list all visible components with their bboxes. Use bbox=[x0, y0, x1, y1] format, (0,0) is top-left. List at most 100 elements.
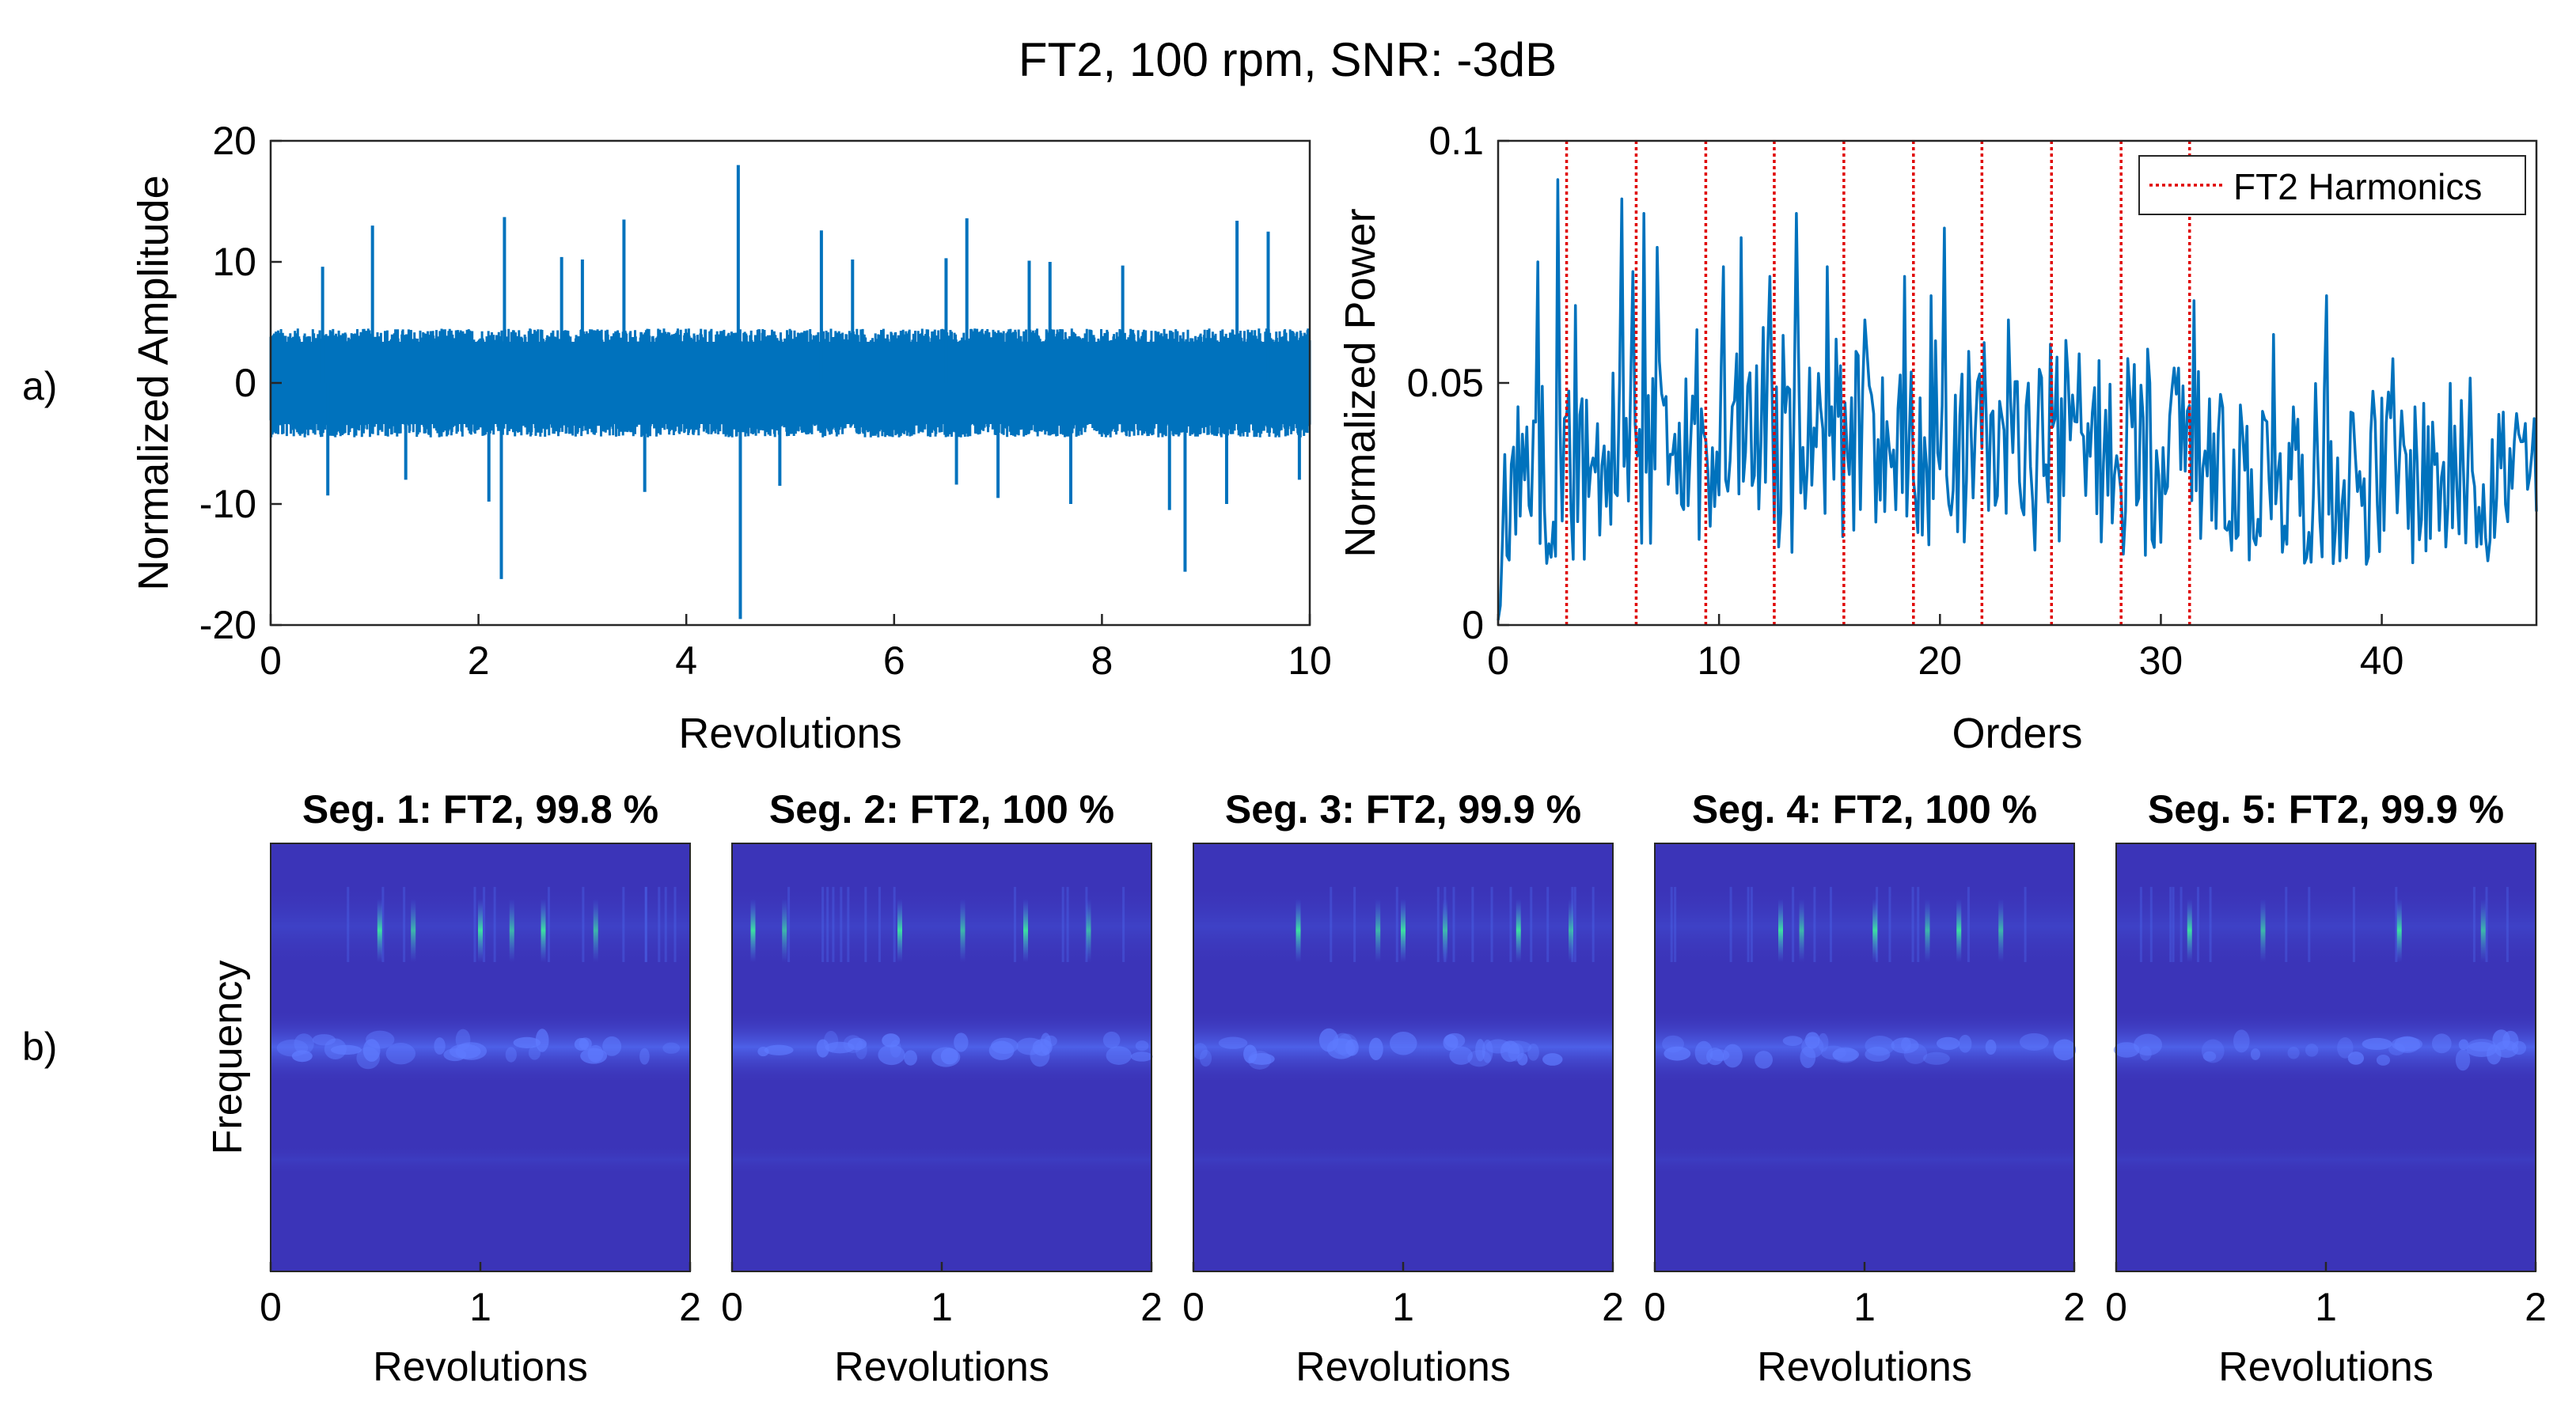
x-tick-label: 0 bbox=[1487, 638, 1509, 683]
energy-blob bbox=[2305, 1044, 2319, 1057]
energy-blob bbox=[2347, 1051, 2365, 1065]
faint-streak bbox=[878, 887, 881, 962]
faint-streak bbox=[826, 887, 829, 962]
x-tick-label: 1 bbox=[1853, 1285, 1876, 1329]
energy-blob bbox=[385, 1042, 416, 1065]
segment-title: Seg. 5: FT2, 99.9 % bbox=[2148, 787, 2504, 832]
faint-streak bbox=[658, 887, 661, 962]
x-tick-label: 0 bbox=[2105, 1285, 2127, 1329]
upper-frequency-band bbox=[732, 883, 1151, 970]
faint-streak bbox=[347, 887, 350, 962]
energy-blob bbox=[825, 1041, 855, 1054]
faint-streak bbox=[1530, 887, 1533, 962]
faint-streak bbox=[1546, 887, 1550, 962]
energy-blob bbox=[990, 1037, 1019, 1055]
faint-streak bbox=[2395, 887, 2398, 962]
y-tick-label: 0 bbox=[1462, 603, 1484, 647]
energy-blob bbox=[1106, 1046, 1132, 1065]
x-tick-label: 30 bbox=[2139, 638, 2183, 683]
faint-streak bbox=[493, 887, 496, 962]
y-tick-label: 10 bbox=[212, 240, 256, 284]
energy-blob bbox=[1130, 1051, 1153, 1062]
faint-streak bbox=[1729, 887, 1732, 962]
spectrogram-peak bbox=[1375, 899, 1381, 962]
energy-blob bbox=[294, 1033, 314, 1055]
energy-blob bbox=[2458, 1039, 2469, 1051]
faint-streak bbox=[547, 887, 550, 962]
lower-frequency-band bbox=[732, 1010, 1151, 1085]
spectrogram-seg-2: Seg. 2: FT2, 100 % 0 1 2 Revolutions bbox=[721, 787, 1163, 1390]
upper-frequency-band bbox=[2116, 883, 2536, 970]
faint-streak bbox=[1967, 887, 1970, 962]
faint-streak bbox=[2180, 887, 2183, 962]
faint-streak bbox=[2172, 887, 2175, 962]
faint-streak bbox=[847, 887, 850, 962]
figure-title: FT2, 100 rpm, SNR: -3dB bbox=[1019, 33, 1557, 86]
time-signal-chart: 0 2 4 6 8 10 -20 -10 0 10 20 Revolutions Normalized … bbox=[130, 119, 1332, 757]
spectrogram-peak bbox=[750, 899, 756, 962]
energy-blob bbox=[434, 1037, 446, 1055]
energy-blob bbox=[2391, 1036, 2423, 1051]
y-tick-label: -10 bbox=[199, 482, 256, 526]
faint-streak bbox=[2169, 887, 2172, 962]
spectrogram-peak bbox=[1296, 899, 1301, 962]
order-spectrum-chart: 0 10 20 30 40 0 0.05 0.1 Orders Normalized Power F… bbox=[1337, 119, 2538, 757]
spectrogram-peak bbox=[1023, 899, 1028, 962]
y-axis-label: Normalized Power bbox=[1337, 208, 1384, 557]
spectrogram-peak bbox=[1086, 899, 1091, 962]
y-tick-label: 0 bbox=[234, 361, 256, 405]
x-tick-label: 0 bbox=[1644, 1285, 1666, 1329]
faint-streak bbox=[2196, 887, 2199, 962]
spectrogram-peak bbox=[509, 899, 514, 962]
faint-streak bbox=[381, 887, 385, 962]
energy-blob bbox=[1517, 1052, 1528, 1066]
x-tick-label: 10 bbox=[1288, 638, 1332, 683]
energy-blob bbox=[1485, 1039, 1511, 1054]
x-tick-label: 2 bbox=[2525, 1285, 2547, 1329]
x-tick-label: 2 bbox=[679, 1285, 701, 1329]
spectrogram-seg-4: Seg. 4: FT2, 100 % 0 1 2 Revolutions bbox=[1644, 787, 2085, 1390]
faint-streak bbox=[483, 887, 486, 962]
faint-streak bbox=[2024, 887, 2027, 962]
x-axis-label: Revolutions bbox=[1757, 1344, 1972, 1390]
x-tick-label: 1 bbox=[2315, 1285, 2337, 1329]
spectrogram-peak bbox=[1401, 899, 1406, 962]
x-tick-label: 1 bbox=[469, 1285, 491, 1329]
legend: FT2 Harmonics bbox=[2138, 155, 2526, 215]
x-axis-label: Revolutions bbox=[678, 710, 901, 757]
energy-blob bbox=[1865, 1036, 1895, 1056]
energy-blob bbox=[1199, 1049, 1212, 1067]
energy-blob bbox=[1449, 1046, 1473, 1065]
energy-blob bbox=[1218, 1036, 1248, 1049]
faint-band bbox=[2116, 1144, 2536, 1176]
energy-blob bbox=[2287, 1047, 2300, 1059]
spectrogram-peak bbox=[782, 899, 787, 962]
faint-streak bbox=[1592, 887, 1595, 962]
faint-streak bbox=[1674, 887, 1677, 962]
faint-streak bbox=[673, 887, 677, 962]
faint-streak bbox=[787, 887, 791, 962]
faint-streak bbox=[1471, 887, 1474, 962]
faint-streak bbox=[2472, 887, 2475, 962]
faint-streak bbox=[2149, 887, 2153, 962]
x-tick-label: 6 bbox=[883, 638, 905, 683]
faint-streak bbox=[1061, 887, 1064, 962]
faint-streak bbox=[473, 887, 476, 962]
energy-blob bbox=[1705, 1048, 1724, 1066]
energy-blob bbox=[366, 1030, 395, 1049]
segment-title: Seg. 2: FT2, 100 % bbox=[769, 787, 1114, 832]
segment-title: Seg. 4: FT2, 100 % bbox=[1692, 787, 2037, 832]
energy-blob bbox=[1040, 1032, 1052, 1055]
faint-streak bbox=[1911, 887, 1914, 962]
energy-blob bbox=[1481, 1039, 1493, 1063]
energy-blob bbox=[1102, 1031, 1121, 1049]
energy-blob bbox=[1368, 1037, 1383, 1061]
energy-blob bbox=[1755, 1051, 1774, 1069]
energy-blob bbox=[1922, 1051, 1950, 1065]
energy-blob bbox=[904, 1050, 917, 1066]
energy-blob bbox=[2053, 1039, 2077, 1061]
panel-label-b: b) bbox=[22, 1025, 57, 1069]
spectrogram-peak bbox=[960, 899, 966, 962]
faint-streak bbox=[1747, 887, 1750, 962]
